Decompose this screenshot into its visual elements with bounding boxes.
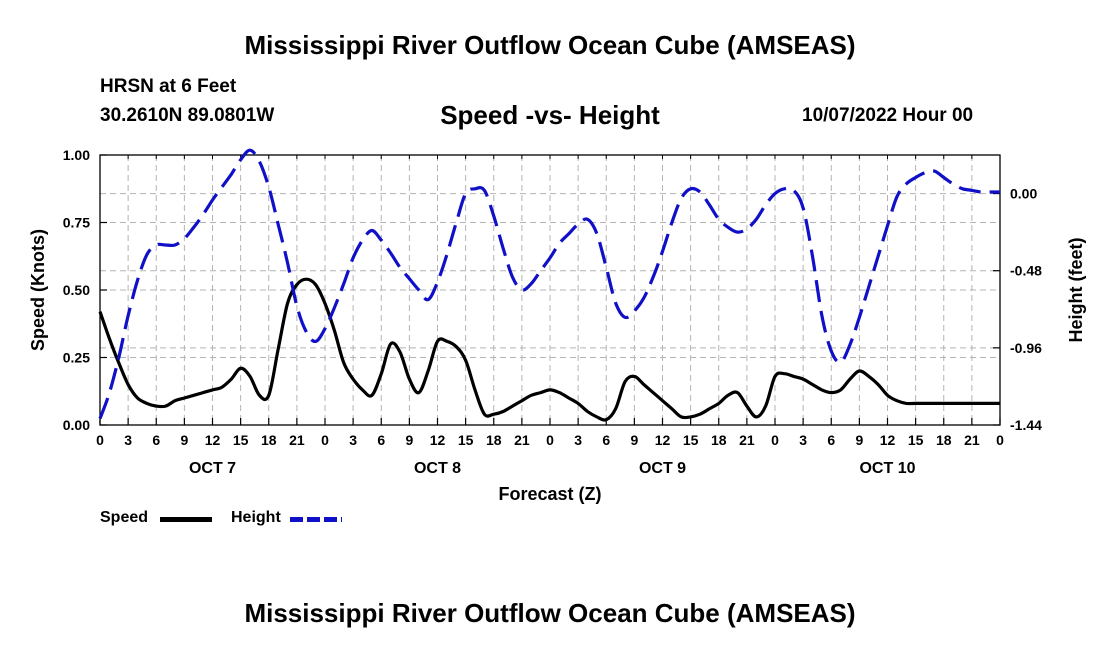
tick-labels: 0 3 6 9 12 15 18 21 0 3 6 9 12 15 18 21 0 3 6 9 12 15 18 21 0 3 6 9… bbox=[28, 147, 1086, 504]
x-tick-label: 0 bbox=[996, 432, 1004, 448]
station-coordinates: 30.2610N 89.0801W bbox=[100, 105, 275, 126]
x-tick-label: 18 bbox=[486, 432, 502, 448]
y2-axis-title: Height (feet) bbox=[1066, 238, 1086, 343]
chart-main-title: Mississippi River Outflow Ocean Cube (AM… bbox=[244, 30, 856, 60]
x-tick-label: 12 bbox=[880, 432, 896, 448]
station-label: HRSN at 6 Feet bbox=[100, 76, 237, 97]
legend-height-label: Height bbox=[231, 509, 281, 526]
x-tick-label: 0 bbox=[771, 432, 779, 448]
y2-tick-label: -0.96 bbox=[1010, 340, 1042, 356]
x-tick-label: 15 bbox=[908, 432, 924, 448]
legend-height-swatch bbox=[290, 517, 342, 522]
y-tick-label: 0.50 bbox=[63, 282, 90, 298]
day-label: OCT 8 bbox=[414, 460, 461, 477]
day-label: OCT 7 bbox=[189, 460, 236, 477]
y-tick-label: 0.00 bbox=[63, 417, 90, 433]
x-tick-label: 9 bbox=[630, 432, 638, 448]
x-tick-label: 18 bbox=[711, 432, 727, 448]
x-tick-label: 15 bbox=[458, 432, 474, 448]
x-tick-label: 3 bbox=[124, 432, 132, 448]
chart-subtitle: Speed -vs- Height bbox=[440, 100, 660, 130]
forecast-run-time: 10/07/2022 Hour 00 bbox=[802, 105, 974, 126]
x-tick-label: 6 bbox=[152, 432, 160, 448]
x-tick-label: 18 bbox=[261, 432, 277, 448]
x-tick-label: 0 bbox=[96, 432, 104, 448]
x-tick-label: 21 bbox=[964, 432, 980, 448]
x-tick-label: 6 bbox=[377, 432, 385, 448]
day-label: OCT 10 bbox=[859, 460, 915, 477]
x-axis-title: Forecast (Z) bbox=[498, 484, 601, 504]
x-tick-label: 9 bbox=[405, 432, 413, 448]
x-tick-label: 18 bbox=[936, 432, 952, 448]
x-tick-label: 12 bbox=[655, 432, 671, 448]
series-line-height bbox=[98, 148, 1000, 420]
y-tick-label: 1.00 bbox=[63, 147, 90, 163]
series bbox=[98, 148, 1000, 422]
y2-tick-label: 0.00 bbox=[1010, 186, 1037, 202]
axes bbox=[99, 154, 1001, 426]
x-tick-label: 3 bbox=[574, 432, 582, 448]
x-tick-label: 6 bbox=[827, 432, 835, 448]
x-tick-label: 9 bbox=[180, 432, 188, 448]
grid bbox=[100, 154, 1000, 426]
x-tick-label: 0 bbox=[321, 432, 329, 448]
legend-speed-label: Speed bbox=[100, 509, 149, 526]
x-tick-label: 21 bbox=[739, 432, 755, 448]
day-label: OCT 9 bbox=[639, 460, 686, 477]
y2-tick-label: -1.44 bbox=[1010, 417, 1042, 433]
y-axis-title: Speed (Knots) bbox=[28, 229, 48, 351]
x-tick-label: 12 bbox=[430, 432, 446, 448]
y-tick-label: 0.75 bbox=[63, 215, 90, 231]
series-line-speed bbox=[98, 277, 1000, 422]
x-tick-label: 3 bbox=[799, 432, 807, 448]
x-tick-label: 12 bbox=[205, 432, 221, 448]
footer-title: Mississippi River Outflow Ocean Cube (AM… bbox=[244, 598, 856, 628]
x-tick-label: 0 bbox=[546, 432, 554, 448]
x-tick-label: 9 bbox=[855, 432, 863, 448]
x-tick-label: 15 bbox=[233, 432, 249, 448]
x-tick-label: 21 bbox=[289, 432, 305, 448]
x-tick-label: 3 bbox=[349, 432, 357, 448]
x-tick-label: 6 bbox=[602, 432, 610, 448]
x-tick-label: 21 bbox=[514, 432, 530, 448]
y2-tick-label: -0.48 bbox=[1010, 263, 1042, 279]
y-tick-label: 0.25 bbox=[63, 350, 90, 366]
x-tick-label: 15 bbox=[683, 432, 699, 448]
legend-speed-swatch bbox=[160, 517, 212, 522]
